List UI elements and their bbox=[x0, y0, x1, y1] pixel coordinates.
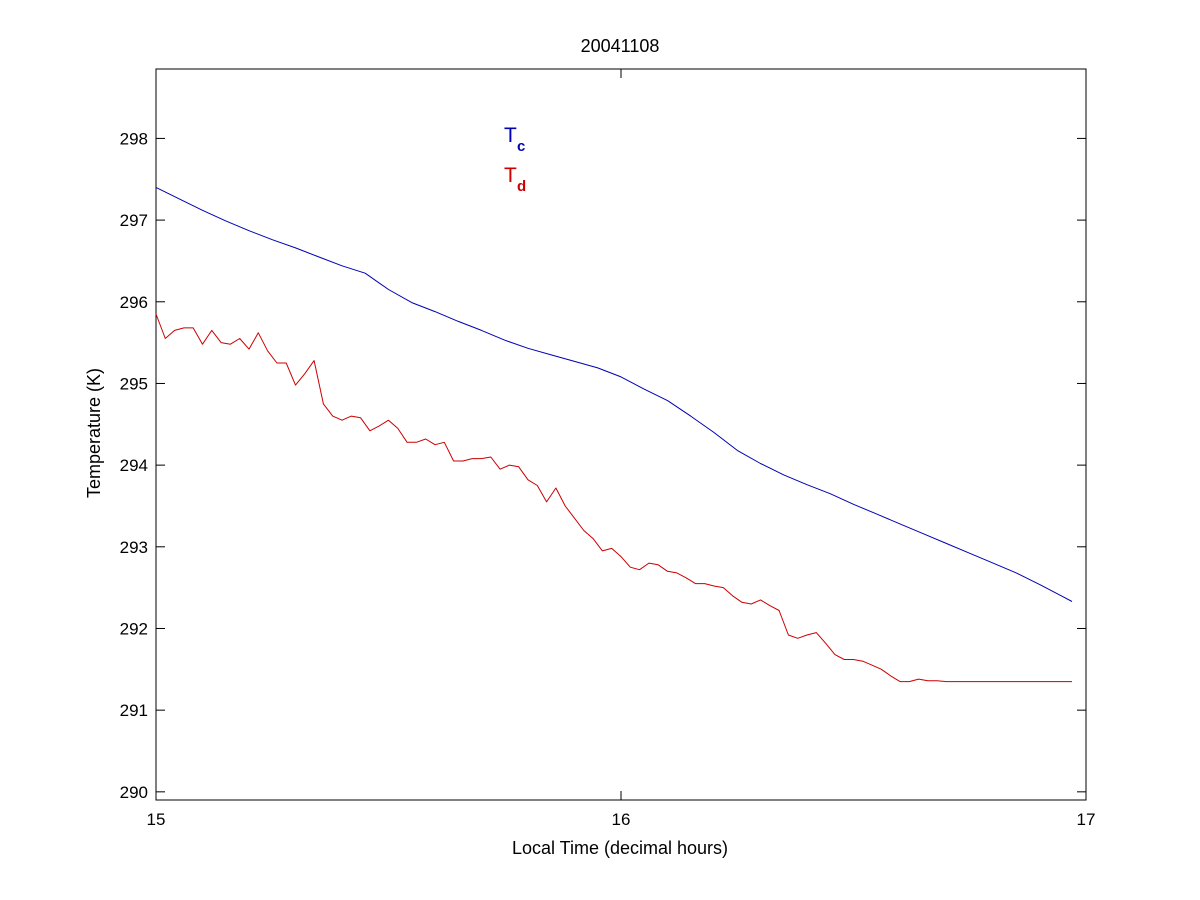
y-tick-label: 297 bbox=[120, 211, 148, 230]
y-tick-label: 292 bbox=[120, 619, 148, 638]
x-axis-title: Local Time (decimal hours) bbox=[512, 838, 728, 858]
legend-entry-subscript: d bbox=[517, 178, 526, 195]
y-tick-label: 293 bbox=[120, 538, 148, 557]
y-tick-label: 296 bbox=[120, 293, 148, 312]
x-tick-label: 15 bbox=[147, 810, 166, 829]
chart-title: 20041108 bbox=[581, 36, 660, 56]
plot-area: 15 16 17 290 291 292 293 294 295 296 297 298 bbox=[120, 68, 1096, 829]
x-tick-label: 16 bbox=[612, 810, 631, 829]
legend-entry-main: T bbox=[504, 164, 517, 187]
legend-entry-subscript: c bbox=[517, 138, 525, 155]
x-tick-label: 17 bbox=[1077, 810, 1096, 829]
y-tick-label: 291 bbox=[120, 701, 148, 720]
y-tick-label: 290 bbox=[120, 783, 148, 802]
series-line-td bbox=[155, 313, 1072, 683]
y-axis-title: Temperature (K) bbox=[84, 368, 104, 498]
y-tick-label: 294 bbox=[120, 456, 148, 475]
series-line-tc bbox=[155, 186, 1073, 602]
y-tick-label: 295 bbox=[120, 374, 148, 393]
y-tick-label: 298 bbox=[120, 129, 148, 148]
legend-entry-main: T bbox=[504, 124, 517, 147]
